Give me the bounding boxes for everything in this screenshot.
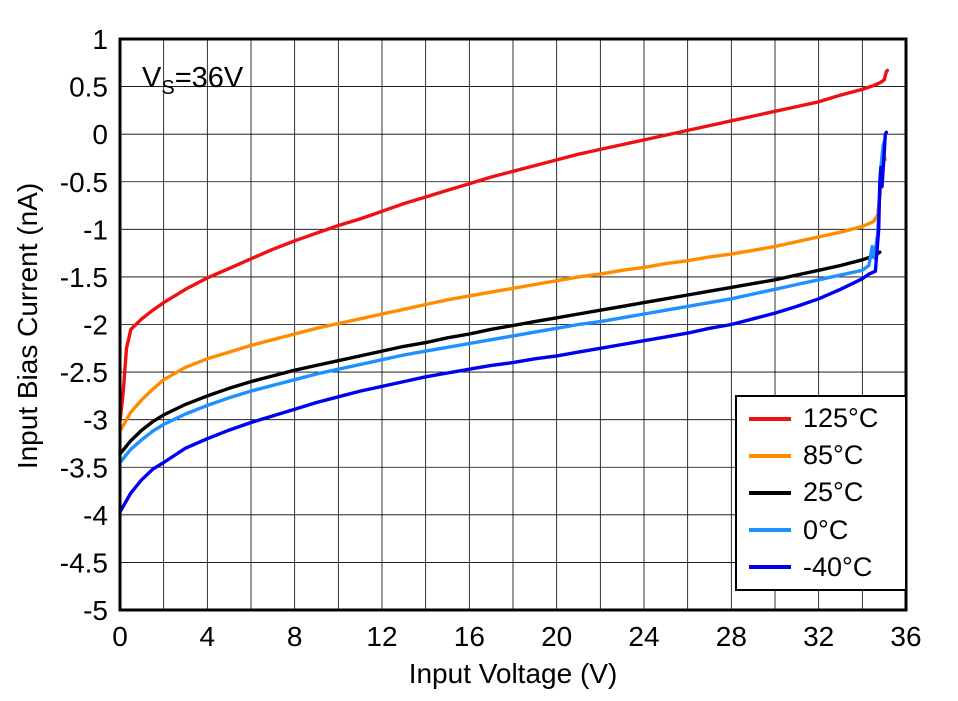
legend-swatch [749,490,791,495]
x-tick-label: 32 [803,621,834,652]
annotation-sub: S [161,76,175,99]
y-tick-label: -2 [83,310,108,341]
x-tick-label: 0 [112,621,128,652]
series-line [118,250,882,456]
x-tick-label: 20 [541,621,572,652]
y-tick-label: -1.5 [60,262,108,293]
series-line [118,140,886,465]
legend-label: -40°C [803,551,873,582]
legend-label: 0°C [803,514,849,545]
x-tick-label: 36 [890,621,921,652]
legend-label: 85°C [803,440,864,471]
series-line [118,130,889,514]
legend-swatch [749,416,791,421]
annotation-vs: VS=36V [142,62,243,100]
x-tick-label: 12 [366,621,397,652]
legend-swatch [749,565,791,570]
y-tick-label: 1 [92,24,108,55]
y-tick-label: -5 [83,595,108,626]
legend-label: 25°C [803,477,864,508]
y-tick-label: -4 [83,500,108,531]
y-tick-label: -0.5 [60,167,108,198]
x-tick-label: 24 [628,621,659,652]
y-tick-label: -3.5 [60,452,108,483]
legend-swatch [749,453,791,458]
x-axis-title: Input Voltage (V) [408,658,618,689]
y-tick-label: 0 [92,119,108,150]
plot-border [118,37,908,612]
legend-item: 0°C [749,515,905,546]
series-line [118,68,890,424]
y-tick-label: -4.5 [60,547,108,578]
legend-item: 125°C [749,403,905,434]
legend-label: 125°C [803,403,879,434]
x-tick-label: 16 [454,621,485,652]
legend: 125°C 85°C 25°C 0°C -40°C [735,395,907,591]
x-tick-label: 4 [200,621,216,652]
y-axis-title: Input Bias Current (nA) [12,182,43,470]
legend-item: -40°C [749,552,905,583]
x-tick-label: 8 [287,621,303,652]
series-line [118,153,887,433]
annotation-pre: V [142,62,162,94]
legend-item: 85°C [749,440,905,471]
x-tick-label: 28 [716,621,747,652]
legend-item: 25°C [749,477,905,508]
y-tick-label: -1 [83,214,108,245]
legend-swatch [749,528,791,533]
annotation-post: =36V [174,62,244,94]
y-tick-label: -2.5 [60,357,108,388]
y-tick-label: -3 [83,405,108,436]
y-tick-label: 0.5 [69,72,108,103]
